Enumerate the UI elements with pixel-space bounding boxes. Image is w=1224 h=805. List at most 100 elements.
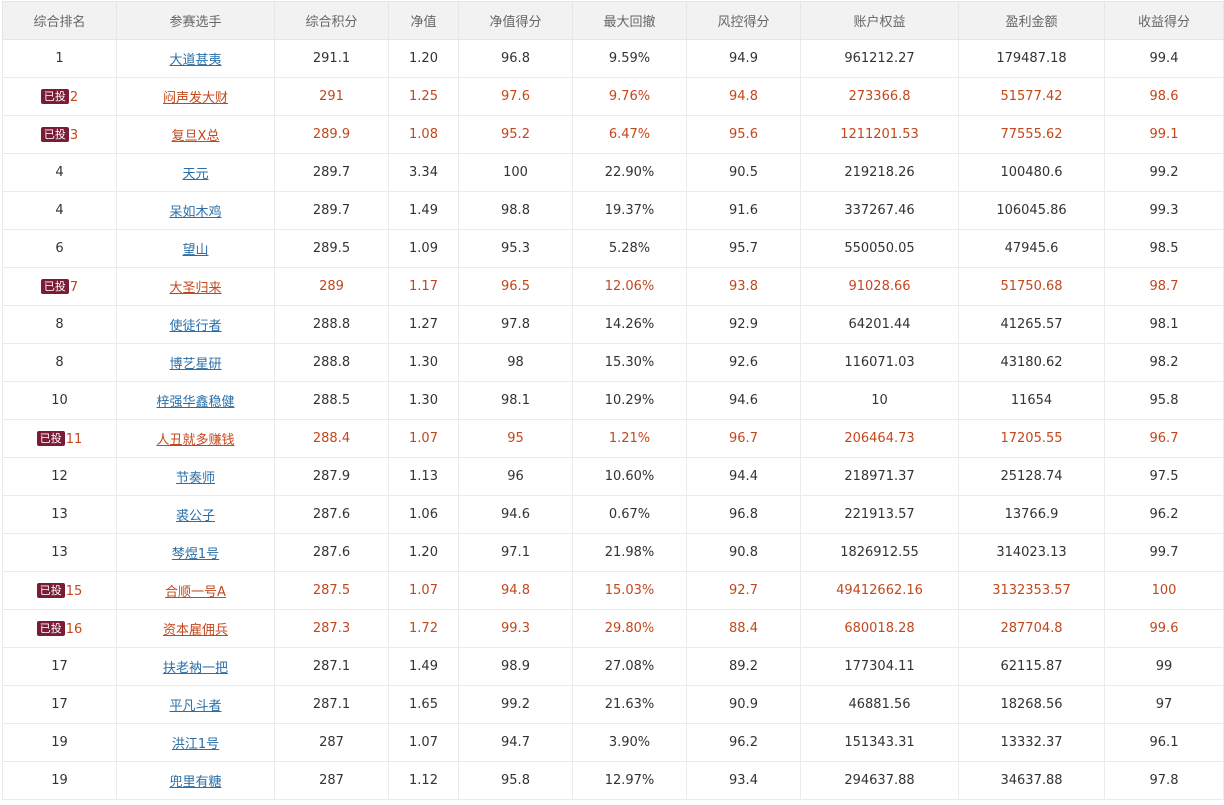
- return-score-cell: 95.8: [1104, 381, 1224, 420]
- player-link[interactable]: 棽煜1号: [171, 547, 220, 562]
- nav-score-cell: 94.6: [458, 495, 573, 534]
- player-link[interactable]: 博艺星研: [169, 357, 222, 372]
- player-link[interactable]: 闷声发大财: [162, 91, 228, 106]
- rank-value: 4: [55, 165, 64, 180]
- header-nav: 净值: [388, 1, 459, 40]
- return-score-cell: 99.3: [1104, 191, 1224, 230]
- rank-value: 17: [51, 659, 68, 674]
- risk-score-cell: 94.8: [686, 77, 801, 116]
- nav-cell: 1.07: [388, 571, 459, 610]
- total-score-cell: 287.6: [274, 533, 389, 572]
- max-drawdown-cell: 21.98%: [572, 533, 687, 572]
- return-score-cell: 98.7: [1104, 267, 1224, 306]
- risk-score-cell: 90.5: [686, 153, 801, 192]
- player-link[interactable]: 资本雇佣兵: [162, 623, 228, 638]
- player-cell: 使徒行者: [116, 305, 275, 344]
- max-drawdown-cell: 14.26%: [572, 305, 687, 344]
- risk-score-cell: 94.6: [686, 381, 801, 420]
- invested-badge: 已投: [36, 430, 65, 446]
- player-link[interactable]: 复旦X总: [171, 129, 220, 144]
- equity-cell: 206464.73: [800, 419, 959, 458]
- max-drawdown-cell: 12.06%: [572, 267, 687, 306]
- player-link[interactable]: 洪江1号: [171, 737, 220, 752]
- table-row: 已投 2 闷声发大财 291 1.25 97.6 9.76% 94.8 273366.8 5157…: [2, 77, 1224, 116]
- player-link[interactable]: 大道甚夷: [169, 53, 222, 68]
- equity-cell: 961212.27: [800, 39, 959, 78]
- return-score-cell: 98.5: [1104, 229, 1224, 268]
- rank-value: 2: [69, 89, 79, 105]
- player-cell: 棽煜1号: [116, 533, 275, 572]
- player-link[interactable]: 节奏师: [175, 471, 215, 486]
- profit-cell: 106045.86: [958, 191, 1105, 230]
- rank-cell: 13: [2, 533, 117, 572]
- player-link[interactable]: 人丑就多赚钱: [156, 433, 235, 448]
- risk-score-cell: 90.9: [686, 685, 801, 724]
- risk-score-cell: 92.6: [686, 343, 801, 382]
- nav-cell: 1.20: [388, 39, 459, 78]
- rank-value: 8: [55, 355, 64, 370]
- rank-value: 19: [51, 735, 68, 750]
- player-link[interactable]: 兜里有糖: [169, 775, 222, 790]
- total-score-cell: 289.9: [274, 115, 389, 154]
- nav-score-cell: 96: [458, 457, 573, 496]
- table-row: 8 博艺星研 288.8 1.30 98 15.30% 92.6 116071.03 43180…: [2, 343, 1224, 382]
- total-score-cell: 291.1: [274, 39, 389, 78]
- table-row: 12 节奏师 287.9 1.13 96 10.60% 94.4 218971.37 25128…: [2, 457, 1224, 496]
- return-score-cell: 98.2: [1104, 343, 1224, 382]
- equity-cell: 1211201.53: [800, 115, 959, 154]
- profit-cell: 51577.42: [958, 77, 1105, 116]
- player-link[interactable]: 裘公子: [175, 509, 215, 524]
- nav-score-cell: 95.2: [458, 115, 573, 154]
- player-link[interactable]: 大圣归来: [169, 281, 222, 296]
- profit-cell: 287704.8: [958, 609, 1105, 648]
- player-link[interactable]: 扶老衲一把: [162, 661, 228, 676]
- return-score-cell: 99: [1104, 647, 1224, 686]
- total-score-cell: 288.8: [274, 305, 389, 344]
- table-row: 已投 15 合顺一号A 287.5 1.07 94.8 15.03% 92.7 49412662…: [2, 571, 1224, 610]
- risk-score-cell: 95.6: [686, 115, 801, 154]
- rank-value: 1: [55, 51, 64, 66]
- nav-cell: 1.27: [388, 305, 459, 344]
- player-cell: 呆如木鸡: [116, 191, 275, 230]
- profit-cell: 13766.9: [958, 495, 1105, 534]
- player-link[interactable]: 天元: [182, 167, 209, 182]
- table-row: 已投 16 资本雇佣兵 287.3 1.72 99.3 29.80% 88.4 680018.2…: [2, 609, 1224, 648]
- table-row: 6 望山 289.5 1.09 95.3 5.28% 95.7 550050.05 47945.…: [2, 229, 1224, 268]
- player-link[interactable]: 望山: [182, 243, 209, 258]
- rank-cell: 已投 16: [2, 609, 117, 648]
- max-drawdown-cell: 22.90%: [572, 153, 687, 192]
- risk-score-cell: 91.6: [686, 191, 801, 230]
- return-score-cell: 100: [1104, 571, 1224, 610]
- total-score-cell: 287.9: [274, 457, 389, 496]
- max-drawdown-cell: 5.28%: [572, 229, 687, 268]
- player-link[interactable]: 使徒行者: [169, 319, 222, 334]
- nav-cell: 1.08: [388, 115, 459, 154]
- player-cell: 博艺星研: [116, 343, 275, 382]
- profit-cell: 11654: [958, 381, 1105, 420]
- total-score-cell: 287.1: [274, 647, 389, 686]
- risk-score-cell: 93.8: [686, 267, 801, 306]
- nav-cell: 1.65: [388, 685, 459, 724]
- player-cell: 裘公子: [116, 495, 275, 534]
- profit-cell: 47945.6: [958, 229, 1105, 268]
- total-score-cell: 289.7: [274, 191, 389, 230]
- nav-cell: 1.09: [388, 229, 459, 268]
- nav-cell: 1.30: [388, 343, 459, 382]
- rank-value: 6: [55, 241, 64, 256]
- rank-value: 8: [55, 317, 64, 332]
- total-score-cell: 289.5: [274, 229, 389, 268]
- nav-score-cell: 98.8: [458, 191, 573, 230]
- player-link[interactable]: 呆如木鸡: [169, 205, 222, 220]
- nav-score-cell: 97.6: [458, 77, 573, 116]
- nav-score-cell: 94.7: [458, 723, 573, 762]
- total-score-cell: 287: [274, 723, 389, 762]
- player-link[interactable]: 合顺一号A: [165, 585, 226, 600]
- table-row: 已投 3 复旦X总 289.9 1.08 95.2 6.47% 95.6 1211201.53 7…: [2, 115, 1224, 154]
- rank-cell: 4: [2, 191, 117, 230]
- return-score-cell: 96.2: [1104, 495, 1224, 534]
- nav-score-cell: 99.2: [458, 685, 573, 724]
- player-link[interactable]: 平凡斗者: [169, 699, 222, 714]
- player-link[interactable]: 梓强华鑫稳健: [156, 395, 235, 410]
- rank-cell: 4: [2, 153, 117, 192]
